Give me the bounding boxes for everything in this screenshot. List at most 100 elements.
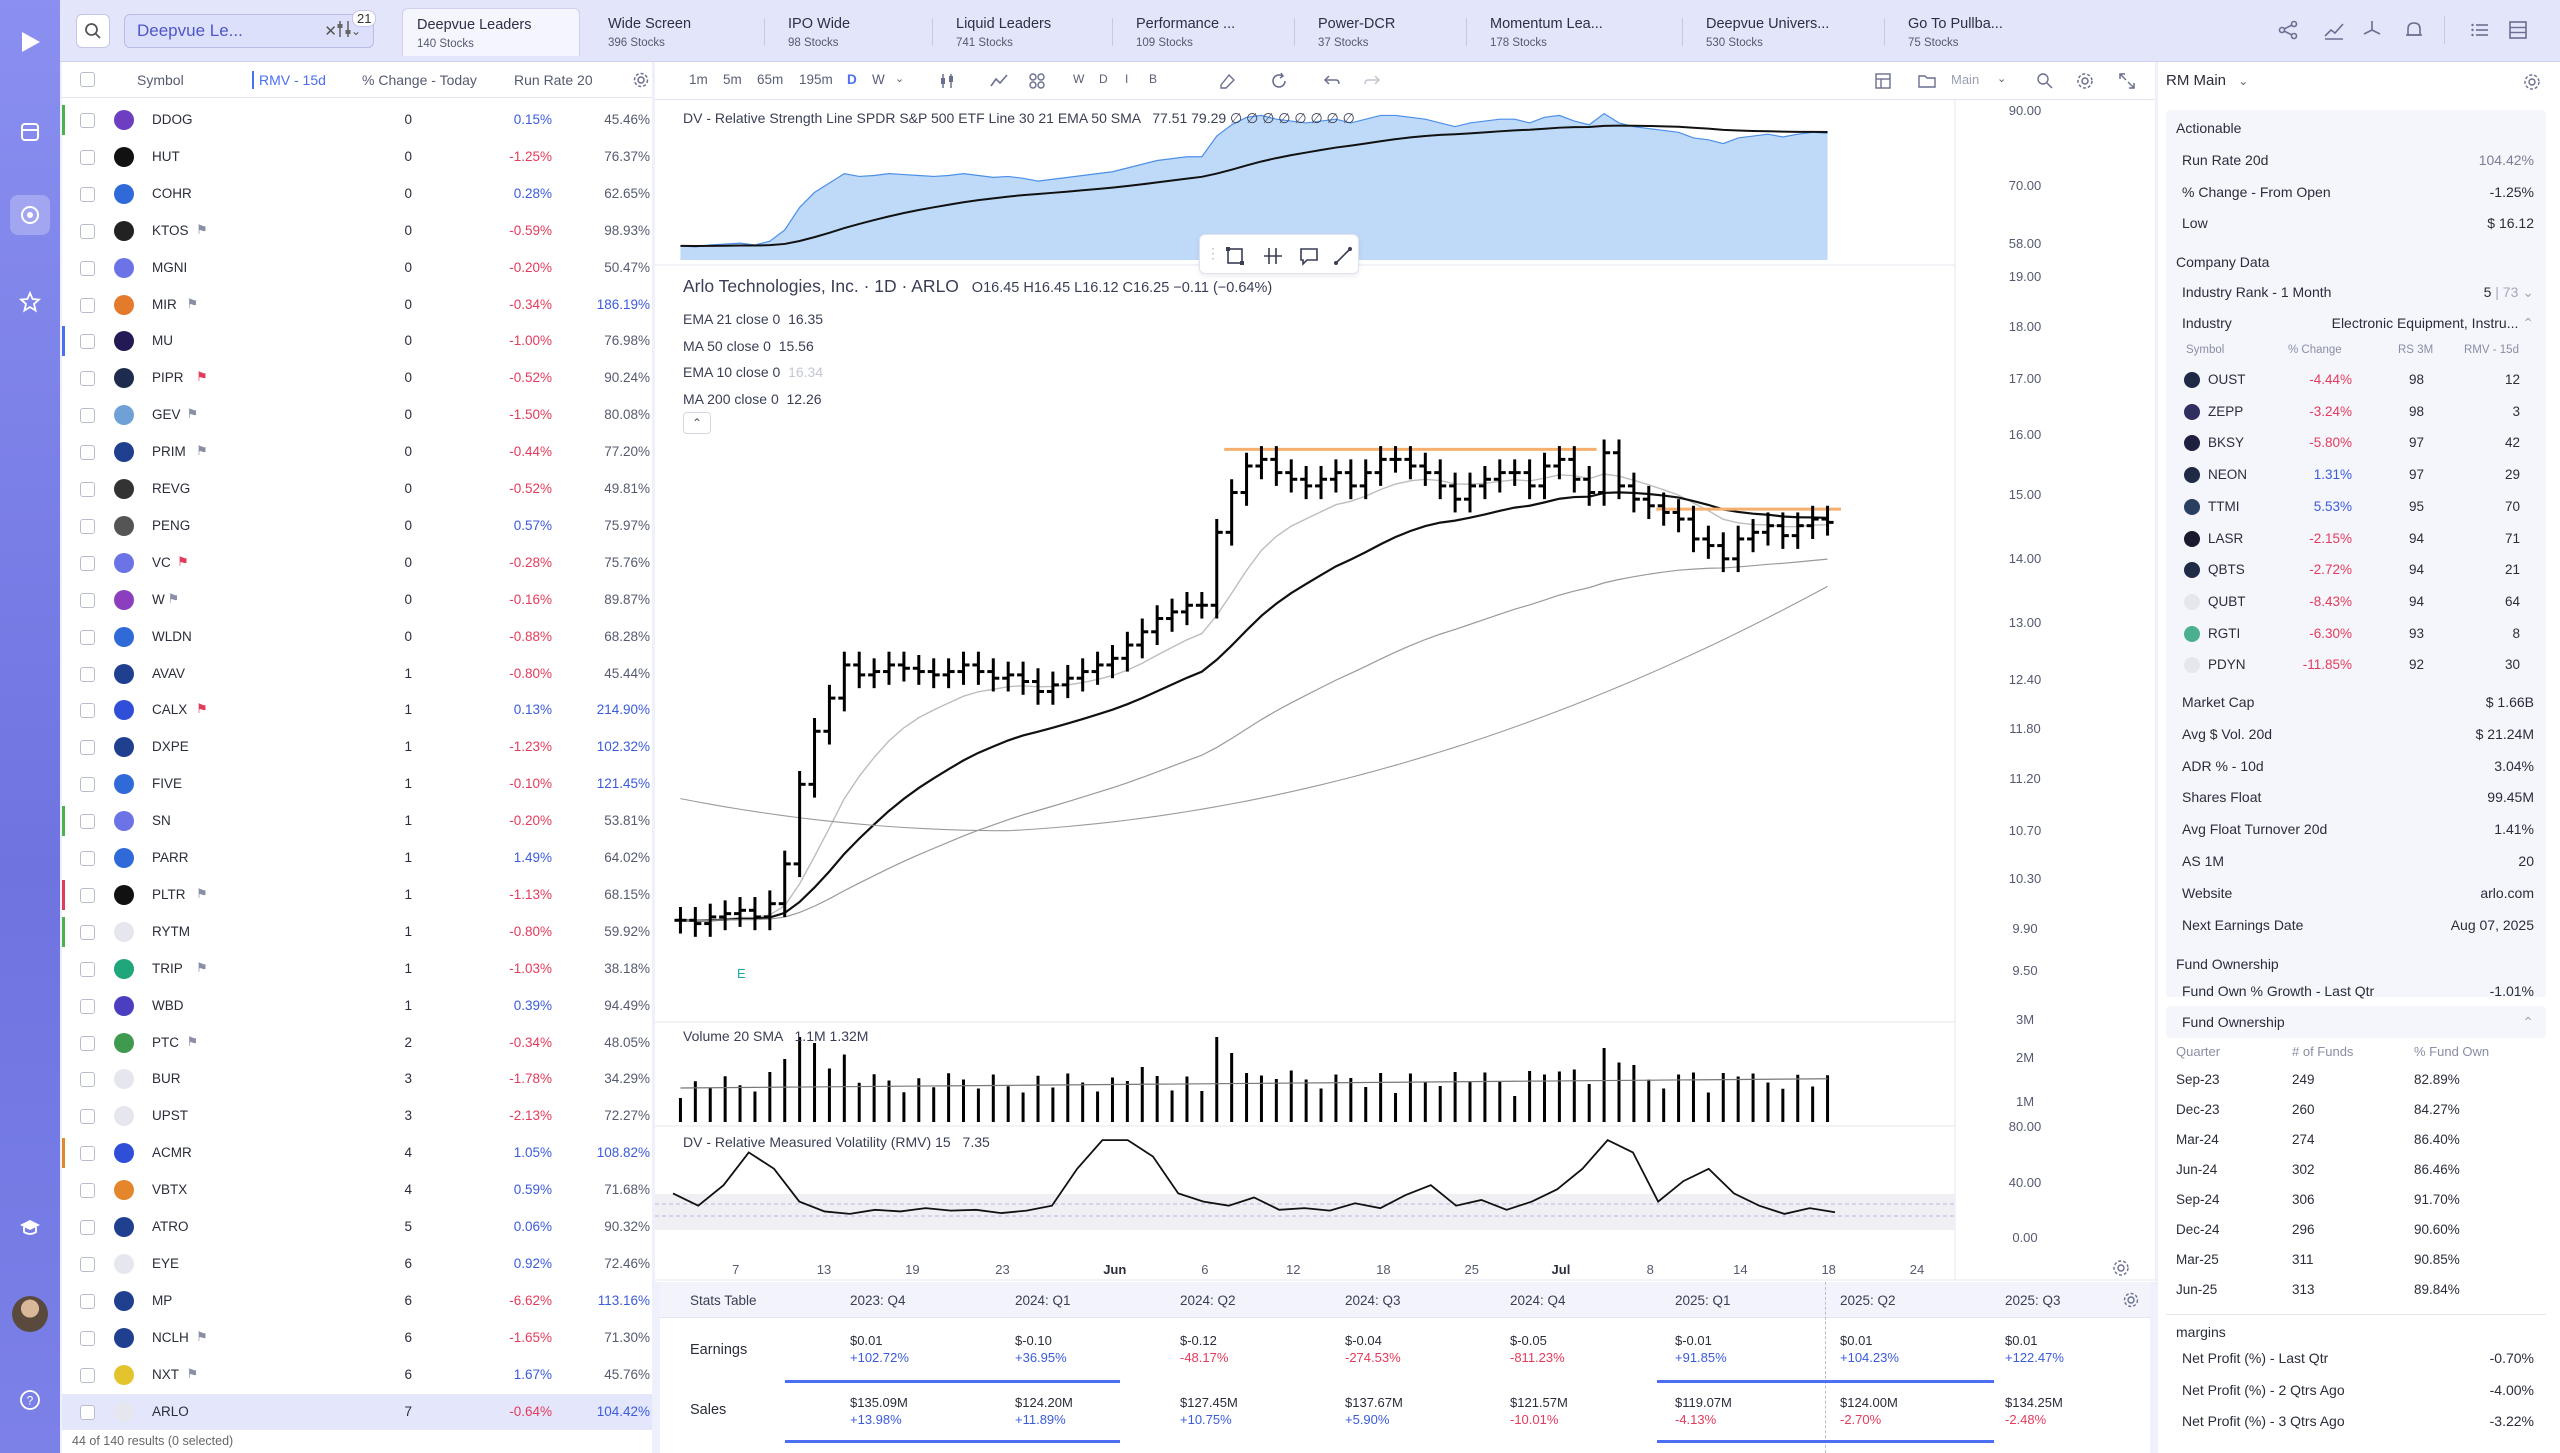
industry-peer-row[interactable]: LASR -2.15% 94 71 [2158,523,2538,555]
row-checkbox[interactable] [80,777,95,793]
flag-icon[interactable]: ⚑ [196,701,208,717]
row-checkbox[interactable] [80,998,95,1014]
star-icon[interactable] [10,282,50,322]
watchlist-row[interactable]: WBD 1 0.39% 94.49% [62,988,652,1024]
drag-handle-icon[interactable]: ⋮ [1206,245,1220,261]
row-checkbox[interactable] [80,186,95,202]
row-checkbox[interactable] [80,445,95,461]
rectangle-tool-icon[interactable] [1224,245,1246,267]
col-runrate[interactable]: Run Rate 20 [514,72,593,88]
watchlist-row[interactable]: COHR 0 0.28% 62.65% [62,176,652,212]
watchlist-row[interactable]: KTOS ⚑ 0 -0.59% 98.93% [62,213,652,249]
watchlist-row[interactable]: BUR 3 -1.78% 34.29% [62,1061,652,1097]
col-change[interactable]: % Change - Today [362,72,477,88]
toggle-w[interactable]: W [1073,72,1085,86]
tab-power-dcr[interactable]: Power-DCR 37 Stocks [1304,8,1464,56]
redo-icon[interactable] [1363,71,1383,91]
watchlist-row[interactable]: MP 6 -6.62% 113.16% [62,1283,652,1319]
eraser-icon[interactable] [1217,71,1237,91]
row-checkbox[interactable] [80,408,95,424]
watchlist-row[interactable]: NCLH ⚑ 6 -1.65% 71.30% [62,1320,652,1356]
row-checkbox[interactable] [80,334,95,350]
watchlist-row[interactable]: UPST 3 -2.13% 72.27% [62,1098,652,1134]
panel-settings-icon[interactable] [2522,72,2542,92]
industry-peer-row[interactable]: PDYN -11.85% 92 30 [2158,649,2538,681]
watchlist-row[interactable]: CALX ⚑ 1 0.13% 214.90% [62,692,652,728]
watchlist-row[interactable]: MIR ⚑ 0 -0.34% 186.19% [62,287,652,323]
toggle-d[interactable]: D [1099,72,1108,86]
undo-icon[interactable] [1321,71,1341,91]
industry-peer-row[interactable]: OUST -4.44% 98 12 [2158,364,2538,396]
row-checkbox[interactable] [80,371,95,387]
industry-peer-row[interactable]: NEON 1.31% 97 29 [2158,459,2538,491]
watchlist-row[interactable]: AVAV 1 -0.80% 45.44% [62,656,652,692]
tab-ipo-wide[interactable]: IPO Wide 98 Stocks [774,8,930,56]
row-checkbox[interactable] [80,555,95,571]
flag-icon[interactable]: ⚑ [186,1033,199,1049]
industry-peer-row[interactable]: RGTI -6.30% 93 8 [2158,618,2538,650]
help-icon[interactable]: ? [10,1380,50,1420]
watchlist-row[interactable]: WLDN 0 -0.88% 68.28% [62,619,652,655]
row-checkbox[interactable] [80,740,95,756]
row-checkbox[interactable] [80,851,95,866]
refresh-icon[interactable] [1269,71,1289,91]
alert-search-icon[interactable] [2035,71,2055,91]
watchlist-row[interactable]: PIPR ⚑ 0 -0.52% 90.24% [62,360,652,396]
chevron-up-icon[interactable]: ⌃ [2522,1014,2534,1030]
chevron-up-icon[interactable]: ⌃ [2522,315,2534,331]
tab-wide-screen[interactable]: Wide Screen 396 Stocks [594,8,764,56]
screen-select[interactable]: Deepvue Le... ✕ ⌄ [124,14,374,48]
fullscreen-icon[interactable] [2117,71,2137,91]
tab-liquid-leaders[interactable]: Liquid Leaders 741 Stocks [942,8,1110,56]
stats-settings-icon[interactable] [2122,1291,2140,1309]
flag-icon[interactable]: ⚑ [186,1365,199,1381]
flag-icon[interactable]: ⚑ [196,443,208,459]
logo-play-icon[interactable] [10,22,50,62]
row-checkbox[interactable] [80,924,95,940]
chart-settings-icon[interactable] [2075,71,2095,91]
avatar[interactable] [12,1296,48,1332]
flag-icon[interactable]: ⚑ [196,1328,208,1344]
watchlist-row[interactable]: PENG 0 0.57% 75.97% [62,508,652,544]
flag-icon[interactable]: ⚑ [196,959,208,975]
row-checkbox[interactable] [80,703,95,719]
chart-plot[interactable]: 19.00 18.00 17.00 16.00 15.00 14.00 13.00 12.40… [655,100,2155,1340]
candle-type-icon[interactable] [937,71,957,91]
industry-peer-row[interactable]: QUBT -8.43% 94 64 [2158,586,2538,618]
tab-deepvue-universe[interactable]: Deepvue Univers... 530 Stocks [1692,8,1882,56]
flag-icon[interactable]: ⚑ [196,369,208,385]
tab-performance[interactable]: Performance ... 109 Stocks [1122,8,1292,56]
indicator-label[interactable]: MA 50 close 0 [683,337,771,354]
interval-65m[interactable]: 65m [757,72,784,87]
row-value[interactable]: arlo.com [2480,884,2534,901]
row-checkbox[interactable] [80,1256,95,1272]
row-checkbox[interactable] [80,1183,95,1199]
interval-daily[interactable]: D [847,72,857,87]
tab-deepvue-leaders[interactable]: Deepvue Leaders 140 Stocks [402,8,580,56]
watchlist-row[interactable]: ATRO 5 0.06% 90.32% [62,1209,652,1245]
watchlist-row[interactable]: W ⚑ 0 -0.16% 89.87% [62,582,652,618]
row-checkbox[interactable] [80,592,95,608]
toggle-b[interactable]: B [1149,72,1158,86]
watchlist-row[interactable]: TRIP ⚑ 1 -1.03% 38.18% [62,951,652,987]
share-icon[interactable] [2276,18,2300,42]
interval-195m[interactable]: 195m [799,72,833,87]
row-checkbox[interactable] [80,1404,95,1420]
watchlist-row[interactable]: VBTX 4 0.59% 71.68% [62,1172,652,1208]
watchlist-row[interactable]: EYE 6 0.92% 72.46% [62,1246,652,1282]
toggle-i[interactable]: I [1125,72,1129,86]
layout-icon[interactable] [1873,71,1893,91]
trendline-tool-icon[interactable] [1332,245,1354,267]
comment-tool-icon[interactable] [1298,245,1320,267]
watchlist-row[interactable]: MU 0 -1.00% 76.98% [62,323,652,359]
row-checkbox[interactable] [80,223,95,239]
flag-icon[interactable]: ⚑ [167,590,180,606]
watchlist-row[interactable]: PARR 1 1.49% 64.02% [62,840,652,876]
watchlist-row[interactable]: PTC ⚑ 2 -0.34% 48.05% [62,1025,652,1061]
row-checkbox[interactable] [80,961,95,977]
interval-1m[interactable]: 1m [689,72,708,87]
watchlist-row[interactable]: DDOG 0 0.15% 45.46% [62,102,652,138]
watchlist-row[interactable]: GEV ⚑ 0 -1.50% 80.08% [62,397,652,433]
watchlist-row[interactable]: VC ⚑ 0 -0.28% 75.76% [62,545,652,581]
row-checkbox[interactable] [80,1220,95,1235]
